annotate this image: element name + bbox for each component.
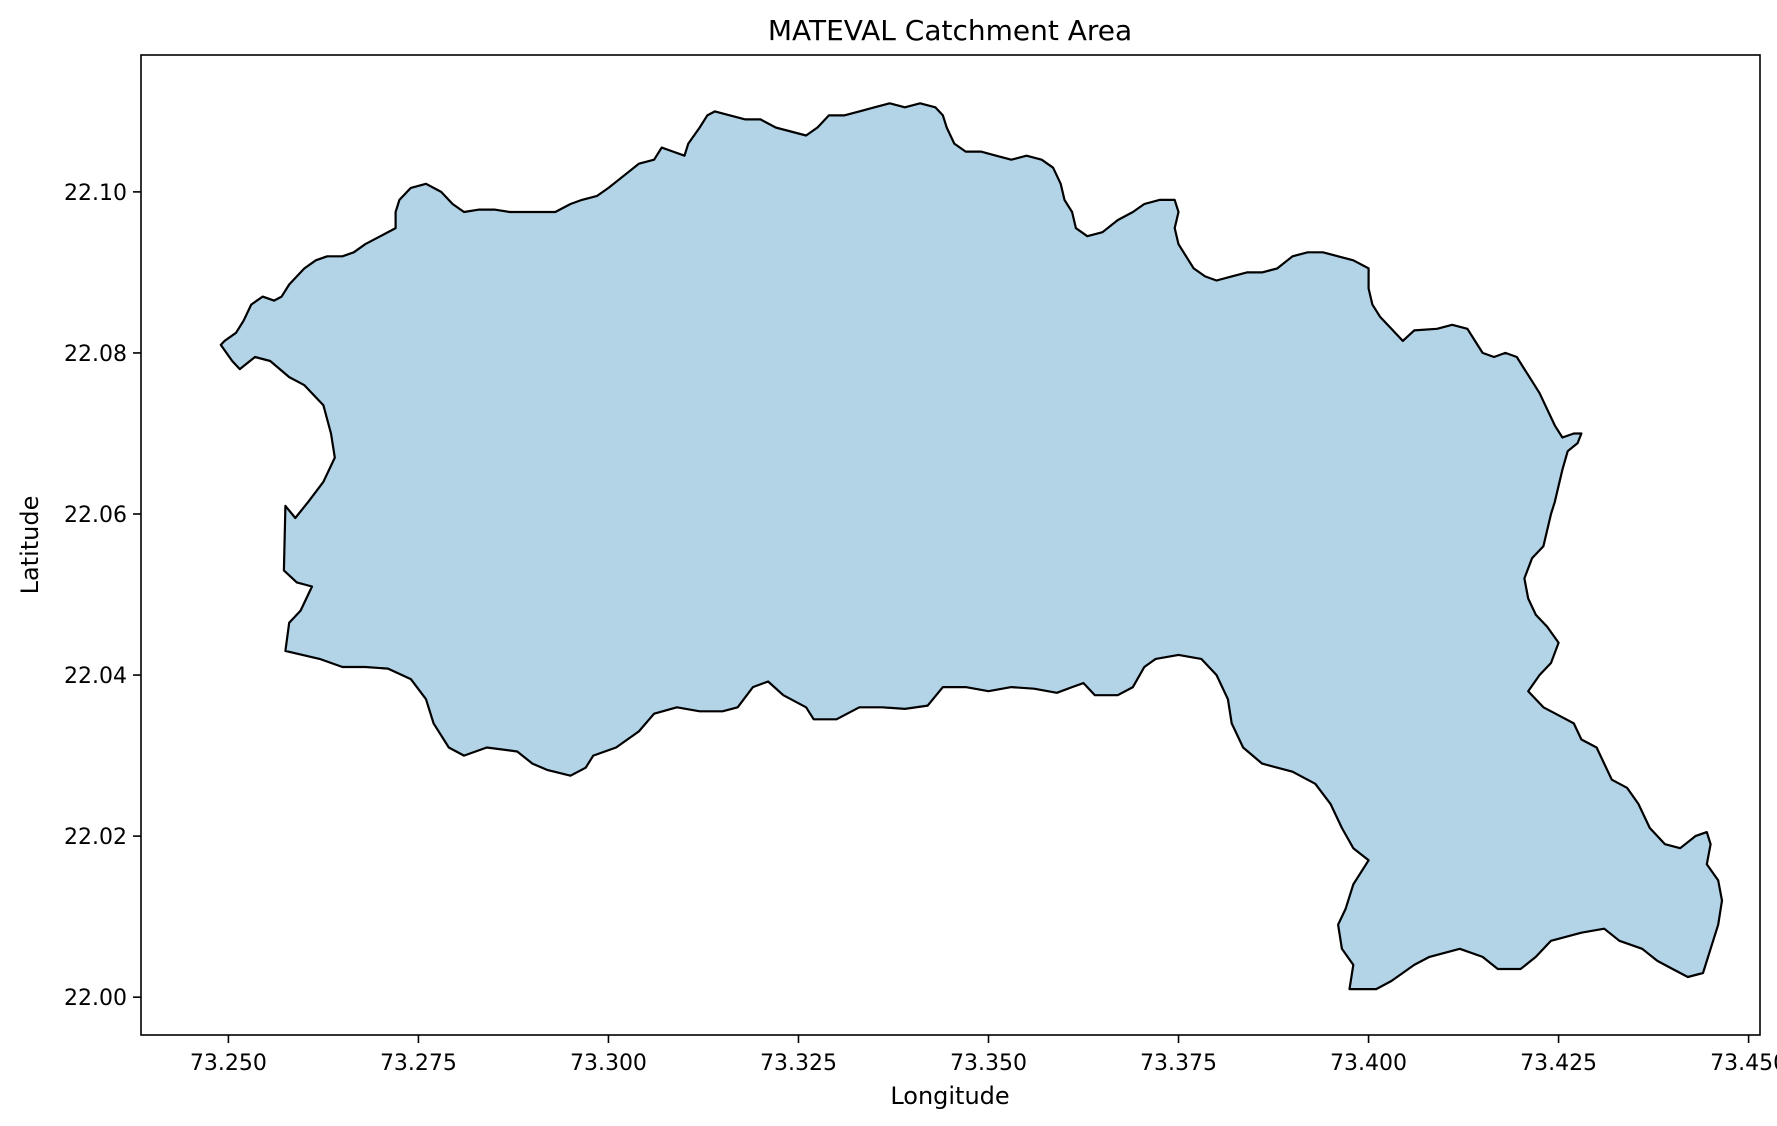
x-axis-label: Longitude [890,1082,1009,1110]
y-tick-label: 22.10 [64,181,127,206]
y-axis-label: Latitude [16,496,44,595]
x-tick-label: 73.350 [950,1051,1027,1076]
x-tick-label: 73.375 [1140,1051,1217,1076]
x-tick-label: 73.400 [1330,1051,1407,1076]
x-tick-label: 73.325 [760,1051,837,1076]
x-tick-label: 73.275 [380,1051,457,1076]
y-tick-label: 22.08 [64,342,127,367]
x-tick-label: 73.300 [570,1051,647,1076]
x-tick-label: 73.425 [1520,1051,1597,1076]
y-tick-label: 22.04 [64,664,127,689]
y-tick-label: 22.00 [64,986,127,1011]
plot-frame [140,54,1761,1036]
x-tick-label: 73.250 [190,1051,267,1076]
catchment-polygon [219,102,1724,991]
chart-title: MATEVAL Catchment Area [768,14,1132,47]
x-axis-ticks: 73.250 73.275 73.300 73.325 73.350 73.375 73.4… [190,1035,1777,1076]
x-tick-label: 73.450 [1710,1051,1777,1076]
y-tick-label: 22.06 [64,503,127,528]
y-axis-ticks: 22.00 22.02 22.04 22.06 22.08 22.10 [64,181,141,1011]
y-tick-label: 22.02 [64,825,127,850]
